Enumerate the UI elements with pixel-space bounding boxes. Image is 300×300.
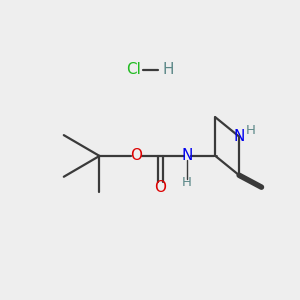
Text: H: H xyxy=(163,62,174,77)
Text: N: N xyxy=(233,129,245,144)
Text: O: O xyxy=(130,148,142,164)
Text: O: O xyxy=(154,180,166,195)
Text: H: H xyxy=(245,124,255,136)
Text: Cl: Cl xyxy=(126,62,141,77)
Text: N: N xyxy=(182,148,193,164)
Text: H: H xyxy=(182,176,192,189)
Polygon shape xyxy=(239,172,262,187)
